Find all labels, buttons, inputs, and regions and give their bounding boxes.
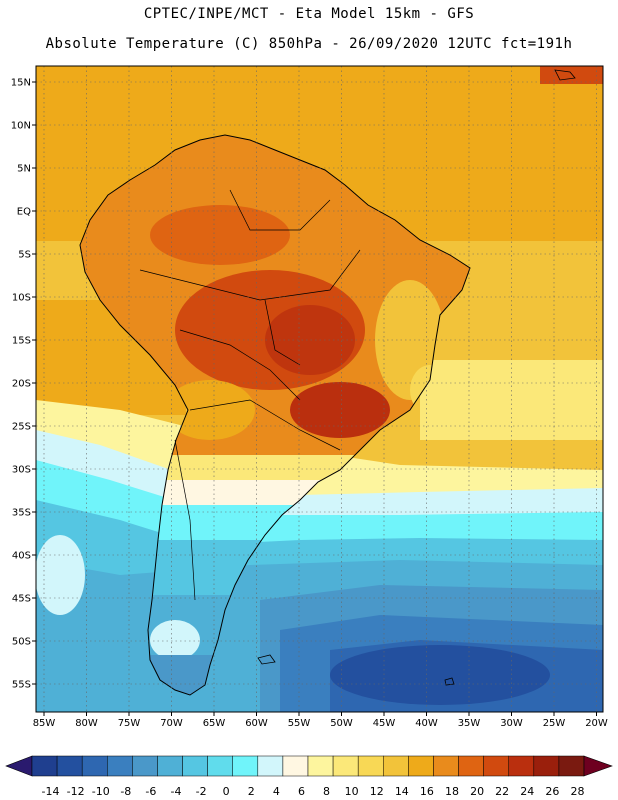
colorbar-swatch [107, 755, 133, 777]
lat-label: 10S [12, 293, 31, 304]
colorbar-label: 12 [370, 785, 384, 798]
colorbar-label: 10 [345, 785, 359, 798]
lat-lon-grid [36, 66, 603, 712]
colorbar-label: 18 [445, 785, 459, 798]
lon-label: 55W [288, 718, 311, 729]
colorbar-label: 22 [495, 785, 509, 798]
colorbar-label: 14 [395, 785, 409, 798]
color-scale-bar: -14 -12 -10 -8 -6 -4 -2 0 2 4 6 8 10 12 14 16 18 20 22 24 26… [5, 755, 613, 798]
lat-label: 35S [12, 508, 31, 519]
colorbar-swatch [257, 755, 284, 777]
lat-label: 20S [12, 379, 31, 390]
lon-label: 60W [245, 718, 268, 729]
colorbar-swatch [81, 755, 108, 777]
lon-label: 80W [75, 718, 98, 729]
colorbar-label: 28 [570, 785, 584, 798]
colorbar-label: -8 [120, 785, 131, 798]
colorbar-label: -12 [67, 785, 85, 798]
lon-label: 40W [415, 718, 438, 729]
colorbar-swatch [508, 755, 535, 777]
colorbar-swatch [132, 755, 158, 777]
lon-label: 70W [160, 718, 183, 729]
colorbar-high-arrow [583, 755, 613, 777]
colorbar-swatch [558, 755, 585, 777]
map-title-line2: Absolute Temperature (C) 850hPa - 26/09/… [45, 36, 573, 52]
colorbar-label: 8 [323, 785, 330, 798]
colorbar-label: 6 [298, 785, 305, 798]
colorbar-label: 26 [545, 785, 559, 798]
lon-label: 85W [33, 718, 56, 729]
colorbar-swatch [207, 755, 233, 777]
colorbar-swatch [31, 755, 58, 777]
colorbar-swatch [157, 755, 183, 777]
colorbar-swatch [182, 755, 208, 777]
colorbar-swatch [408, 755, 434, 777]
lon-label: 30W [500, 718, 523, 729]
colorbar-label: -14 [42, 785, 60, 798]
lat-label: 50S [12, 637, 31, 648]
colorbar-label: 4 [273, 785, 280, 798]
lon-label: 35W [458, 718, 481, 729]
lat-label: 30S [12, 465, 31, 476]
colorbar-swatch [458, 755, 484, 777]
temperature-field [36, 66, 603, 712]
colorbar-low-arrow [5, 755, 33, 777]
colorbar-label: 20 [470, 785, 484, 798]
lat-label: 10N [11, 121, 31, 132]
colorbar-swatch [56, 755, 83, 777]
colorbar-swatch [232, 755, 259, 777]
colorbar-label: 0 [223, 785, 230, 798]
longitude-labels: 85W 80W 75W 70W 65W 60W 55W 50W 45W 40W 35W 30W 25W 2… [33, 712, 608, 729]
lon-label: 65W [203, 718, 226, 729]
colorbar-swatch [433, 755, 459, 777]
latitude-labels: 15N 10N 5N EQ 5S 10S 15S 20S 25S 30S 35S 40S 45S 50S 5… [11, 78, 36, 691]
lon-label: 75W [118, 718, 141, 729]
colorbar-label: -6 [145, 785, 156, 798]
colorbar-swatch [307, 755, 334, 777]
lat-label: 15N [11, 78, 31, 89]
colorbar-swatch [357, 755, 384, 777]
lon-label: 20W [585, 718, 608, 729]
lat-label: 15S [12, 336, 31, 347]
colorbar-swatch [332, 755, 359, 777]
lat-label: EQ [17, 207, 31, 218]
lat-label: 5S [18, 250, 31, 261]
colorbar-label: -4 [171, 785, 182, 798]
colorbar-swatch [483, 755, 509, 777]
colorbar-swatch [533, 755, 560, 777]
map-title-line1: CPTEC/INPE/MCT - Eta Model 15km - GFS [143, 6, 475, 22]
lat-label: 55S [12, 680, 31, 691]
colorbar-label: 2 [248, 785, 255, 798]
colorbar-swatch [383, 755, 409, 777]
lat-label: 40S [12, 551, 31, 562]
lat-label: 5N [17, 164, 31, 175]
lon-label: 50W [330, 718, 353, 729]
lat-label: 25S [12, 422, 31, 433]
lat-label: 45S [12, 594, 31, 605]
colorbar-label: 16 [420, 785, 434, 798]
plot-frame [35, 65, 604, 713]
lon-label: 25W [543, 718, 566, 729]
colorbar-label: -2 [196, 785, 207, 798]
colorbar-label: 24 [520, 785, 534, 798]
colorbar-swatch [282, 755, 309, 777]
lon-label: 45W [373, 718, 396, 729]
colorbar-label: -10 [92, 785, 110, 798]
